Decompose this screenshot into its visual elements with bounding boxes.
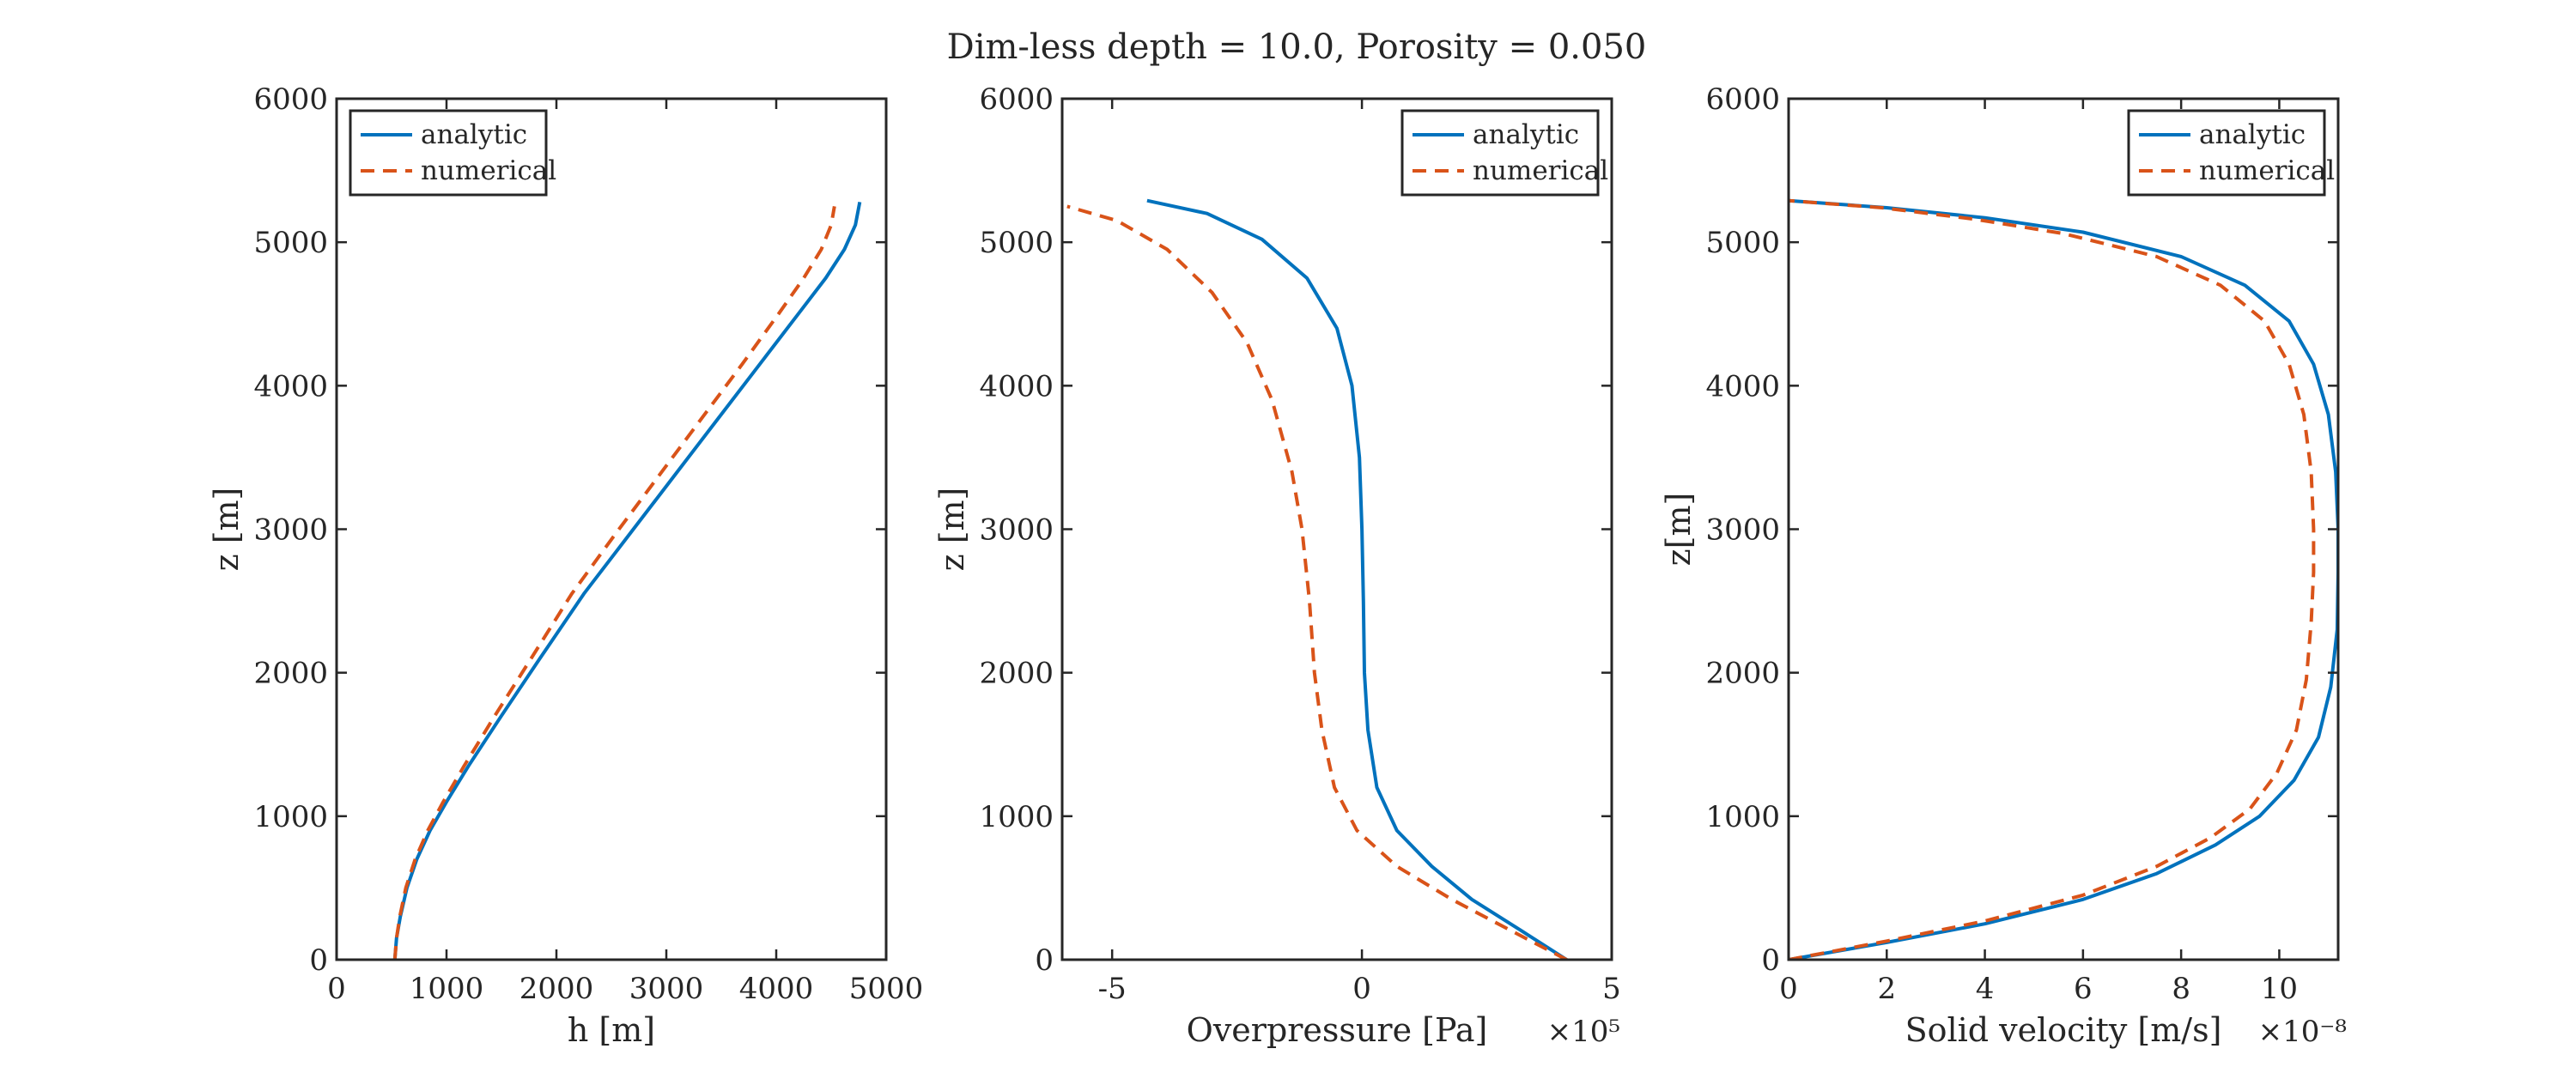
series-line-analytic xyxy=(1146,198,1568,960)
x-exponent-label: ×10⁵ xyxy=(1547,1015,1620,1049)
y-tick-label: 4000 xyxy=(253,369,328,403)
legend-label-numerical: numerical xyxy=(1473,155,1608,186)
y-axis-label: z [m] xyxy=(208,488,246,572)
series-line-analytic xyxy=(392,202,862,960)
axes-box xyxy=(335,97,888,961)
y-tick-label: 2000 xyxy=(253,657,328,691)
x-tick-label: 0 xyxy=(1352,972,1371,1006)
y-axis-label: z [m] xyxy=(933,488,971,572)
x-axis-label: Solid velocity [m/s] xyxy=(1905,1011,2222,1049)
x-tick-label: 4 xyxy=(1976,972,1995,1006)
x-tick-label: 5 xyxy=(1602,972,1621,1006)
y-tick-label: 0 xyxy=(309,943,328,978)
subplot-3: 0 2 4 6 8 10 0 1000 2000 3000 4000 5000 6000 Solid ve… xyxy=(1660,82,2347,1049)
y-tick-label: 4000 xyxy=(1705,369,1780,403)
x-tick-label: 0 xyxy=(1779,972,1798,1006)
y-axis-label: z[m] xyxy=(1660,493,1698,567)
legend: analytic numerical xyxy=(1400,109,1608,197)
x-tick-label: 0 xyxy=(327,972,346,1006)
x-tick-label: -5 xyxy=(1098,972,1127,1006)
legend-label-numerical: numerical xyxy=(2199,155,2335,186)
legend-label-analytic: analytic xyxy=(421,119,527,150)
legend-box xyxy=(1400,109,1600,197)
y-tick-label: 4000 xyxy=(979,369,1054,403)
legend: analytic numerical xyxy=(349,109,556,197)
x-tick-label: 3000 xyxy=(629,972,704,1006)
y-tick-label: 6000 xyxy=(979,82,1054,117)
subplot-grid: 0 1000 2000 3000 4000 50000100020003000400050… xyxy=(208,82,2347,1049)
x-tick-label: 2000 xyxy=(519,972,594,1006)
y-tick-label: 5000 xyxy=(979,226,1054,260)
x-axis-label: Overpressure [Pa] xyxy=(1187,1011,1488,1049)
subplot-2: -5 0 5 0 1000 2000 3000 4000 5000 6000 Overpressur… xyxy=(933,82,1621,1049)
y-tick-label: 0 xyxy=(1035,943,1054,978)
x-tick-label: 1000 xyxy=(410,972,484,1006)
x-tick-label: 5000 xyxy=(849,972,924,1006)
legend-label-analytic: analytic xyxy=(2199,119,2306,150)
y-tick-label: 1000 xyxy=(253,800,328,834)
subplot-1: 0 1000 2000 3000 4000 5000 0 1000 2000 3000 4000 50… xyxy=(208,82,923,1049)
legend-box xyxy=(349,109,548,197)
y-tick-label: 1000 xyxy=(979,800,1054,834)
series-line-numerical xyxy=(1066,204,1568,960)
x-tick-label: 6 xyxy=(2074,972,2093,1006)
y-tick-label: 5000 xyxy=(253,226,328,260)
y-tick-label: 0 xyxy=(1761,943,1780,978)
x-tick-label: 4000 xyxy=(739,972,814,1006)
legend-label-numerical: numerical xyxy=(421,155,556,186)
axes-box xyxy=(1060,97,1613,961)
series-line-numerical xyxy=(392,206,836,960)
y-tick-label: 6000 xyxy=(253,82,328,117)
y-tick-label: 3000 xyxy=(1705,513,1780,548)
x-axis-label: h [m] xyxy=(568,1011,655,1049)
x-tick-label: 2 xyxy=(1877,972,1896,1006)
x-tick-label: 8 xyxy=(2172,972,2190,1006)
y-tick-label: 2000 xyxy=(1705,657,1780,691)
y-tick-label: 2000 xyxy=(979,657,1054,691)
legend-box xyxy=(2127,109,2326,197)
y-tick-label: 6000 xyxy=(1705,82,1780,117)
y-tick-label: 3000 xyxy=(253,513,328,548)
y-tick-label: 3000 xyxy=(979,513,1054,548)
x-exponent-label: ×10⁻⁸ xyxy=(2258,1015,2347,1049)
figure-title: Dim-less depth = 10.0, Porosity = 0.050 xyxy=(947,27,1647,67)
legend: analytic numerical xyxy=(2127,109,2335,197)
y-tick-label: 1000 xyxy=(1705,800,1780,834)
y-tick-label: 5000 xyxy=(1705,226,1780,260)
series-line-numerical xyxy=(1789,198,2316,960)
legend-label-analytic: analytic xyxy=(1473,119,1579,150)
series-line-analytic xyxy=(1789,198,2338,960)
x-tick-label: 10 xyxy=(2261,972,2298,1006)
